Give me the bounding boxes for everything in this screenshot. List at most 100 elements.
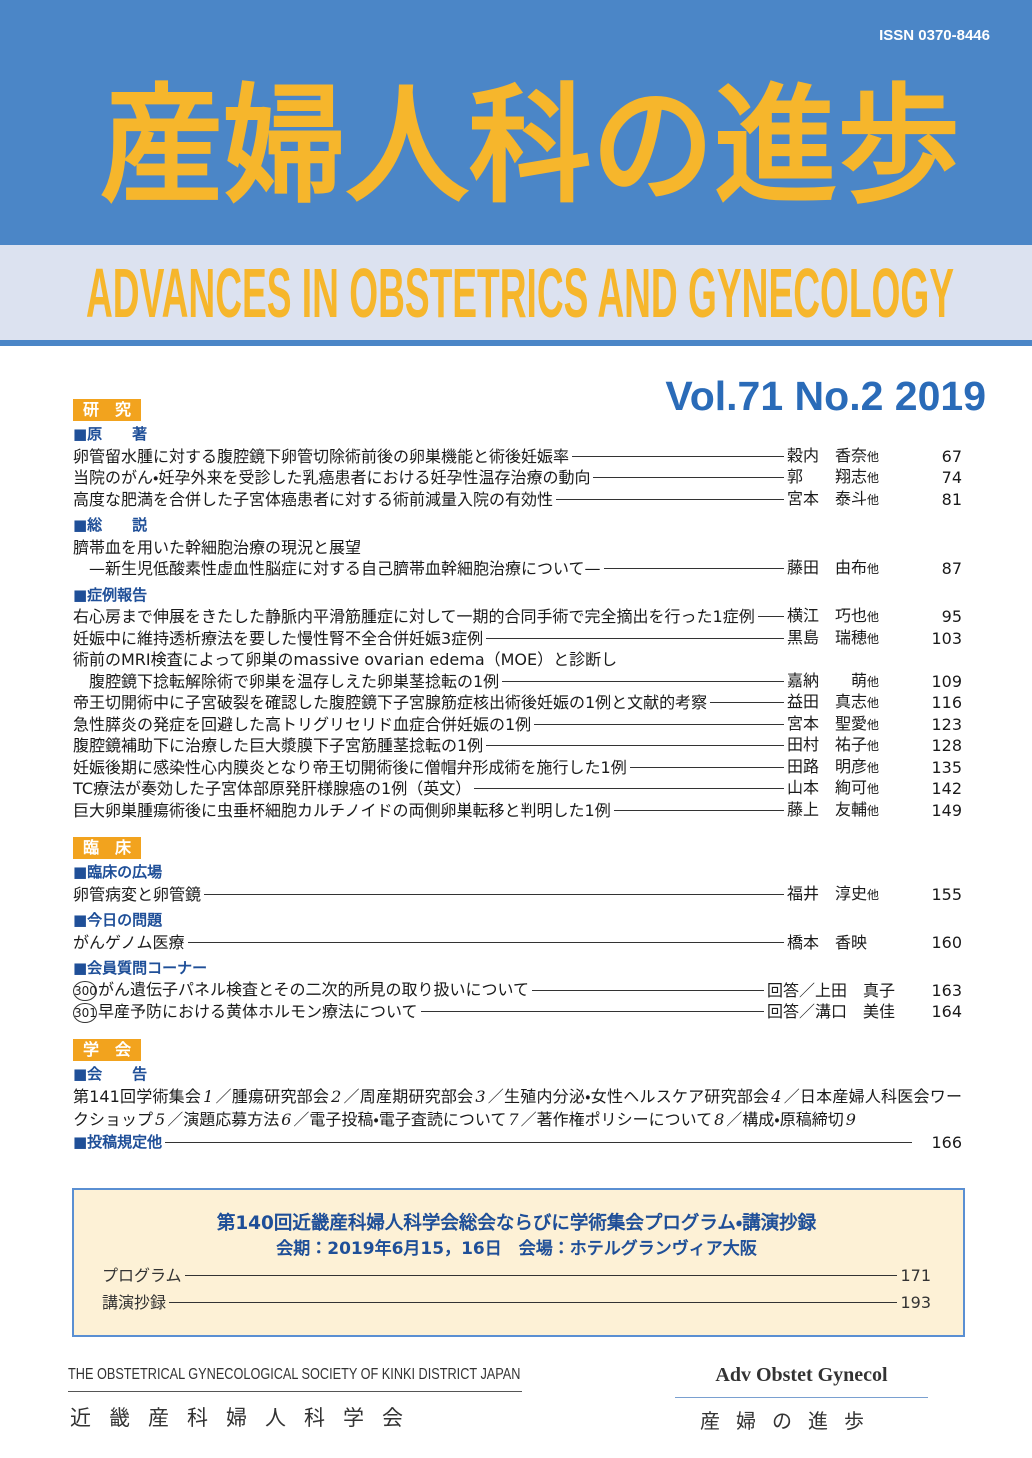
author: 横江 巧也他 [787, 605, 895, 629]
author: 益田 真志他 [787, 691, 895, 715]
author: 回答／溝口 美佳 [767, 1001, 895, 1023]
subsection-label: ■会 告 [73, 1064, 148, 1083]
subsection: ■原 著卵管留水腫に対する腹腔鏡下卵管切除術前後の卵巣機能と術後妊娠率 穀内 香奈… [73, 424, 962, 510]
notice-number: 5 [155, 1110, 166, 1129]
leader [169, 1302, 898, 1303]
entry-row: 急性膵炎の発症を回避した高トリグリセリド血症合併妊娠の1例 宮本 聖愛他 123 [73, 714, 962, 736]
leader [474, 788, 784, 790]
section: 学 会 ■会 告第141回学術集会 1 ／腫瘍研究部会 2 ／周産期研究部会 3 ／生殖内分泌… [73, 1038, 962, 1154]
author-name: 藤田 由布 [787, 558, 868, 577]
author-suffix: 他 [867, 760, 880, 775]
author-suffix: 他 [867, 803, 880, 818]
author-suffix: 他 [867, 562, 880, 576]
author-name: 橋本 香映 [787, 932, 868, 952]
entry-title: —新生児低酸素性虚血性脳症に対する自己臍帯血幹細胞治療について— [89, 558, 601, 580]
program-title: プログラム [102, 1266, 182, 1285]
page-number: 67 [941, 446, 962, 466]
cover-header: ISSN 0370-8446 産婦人科の進歩 ADVANCES IN OBSTE… [0, 0, 1032, 419]
entry-row: 腹腔鏡下捻転解除術で卵巣を温存しえた卵巣茎捻転の1例 嘉納 萌他 109 [73, 671, 962, 693]
author: 橋本 香映 [787, 932, 895, 954]
entry-title: 巨大卵巣腫瘍術後に虫垂杯細胞カルチノイドの両側卵巣転移と判明した1例 [73, 800, 611, 822]
leader [556, 498, 784, 500]
entry-title-text: 早産予防における黄体ホルモン療法について [98, 1001, 418, 1021]
society-en: THE OBSTETRICAL GYNECOLOGICAL SOCIETY OF… [68, 1366, 521, 1383]
entry-title: TC療法が奏効した子宮体部原発肝様腺癌の1例（英文） [73, 778, 471, 800]
leader [534, 723, 784, 725]
entry-row: TC療法が奏効した子宮体部原発肝様腺癌の1例（英文） 山本 絢可他 142 [73, 778, 962, 800]
page-number: 81 [941, 489, 962, 509]
author: 回答／上田 真子 [767, 980, 895, 1002]
author: 山本 絢可他 [787, 777, 895, 801]
notice-number: 6 [281, 1110, 292, 1129]
program-row: プログラム 171 [102, 1262, 931, 1289]
section: 研 究 ■原 著卵管留水腫に対する腹腔鏡下卵管切除術前後の卵巣機能と術後妊娠率 穀内… [73, 399, 962, 821]
program-box: 第140回近畿産科婦人科学会総会ならびに学術集会プログラム・講演抄録 会期：20… [72, 1188, 965, 1337]
entry-row: がんゲノム医療 橋本 香映 160 [73, 932, 962, 954]
subsection-label: ■臨床の広場 [73, 863, 163, 881]
page-number: 160 [931, 932, 962, 952]
entry-title-text: 妊娠中に維持透析療法を要した慢性腎不全合併妊娠3症例 [73, 628, 484, 648]
author-suffix: 他 [867, 631, 880, 646]
entry-title-text: 急性膵炎の発症を回避した高トリグリセリド血症合併妊娠の1例 [73, 714, 532, 734]
entry-title: 高度な肥満を合併した子宮体癌患者に対する術前減量入院の有効性 [73, 489, 553, 511]
entry-line: 術前のMRI検査によって卵巣のmassive ovarian edema（MOE… [73, 649, 962, 671]
page-number: 166 [931, 1133, 962, 1153]
notice-number: 4 [771, 1087, 782, 1106]
author-suffix: 他 [867, 471, 880, 485]
entry-row: 当院のがん・妊孕外来を受診した乳癌患者における妊孕性温存治療の動向 郭 翔志他 74 [73, 467, 962, 489]
page-number: 142 [931, 779, 962, 798]
author-name: 藤上 友輔 [787, 799, 868, 819]
entry-row: 腹腔鏡補助下に治療した巨大漿膜下子宮筋腫茎捻転の1例 田村 祐子他 128 [73, 735, 962, 757]
notice-text: ／生殖内分泌・女性ヘルスケア研究部会 [487, 1087, 770, 1106]
author-name: 黒島 瑞穂 [787, 627, 868, 647]
issue: Vol.71 No.2 2019 [665, 373, 986, 419]
entry-row: 卵管病変と卵管鏡 福井 淳史他 155 [73, 884, 962, 906]
notice-text: ／腫瘍研究部会 [215, 1087, 330, 1106]
page-number: 193 [900, 1293, 931, 1312]
entry-title: 腹腔鏡下捻転解除術で卵巣を温存しえた卵巣茎捻転の1例 [89, 671, 499, 693]
notice-number: 1 [203, 1087, 214, 1106]
leader [532, 989, 764, 991]
section-label: 学 会 [73, 1038, 141, 1061]
subsection-label: ■症例報告 [73, 585, 148, 604]
entry-title: 卵管病変と卵管鏡 [73, 884, 201, 906]
page-number: 163 [931, 980, 962, 1000]
notices: 第141回学術集会 1 ／腫瘍研究部会 2 ／周産期研究部会 3 ／生殖内分泌・女性ヘルスケ… [73, 1085, 962, 1131]
notice-text: ／構成・原稿締切 [726, 1110, 844, 1129]
section-label: 臨 床 [73, 837, 141, 859]
author: 藤上 友輔他 [787, 799, 895, 823]
entry-title: 卵管留水腫に対する腹腔鏡下卵管切除術前後の卵巣機能と術後妊娠率 [73, 446, 569, 468]
title-band [0, 0, 1032, 245]
entry-title-text: 高度な肥満を合併した子宮体癌患者に対する術前減量入院の有効性 [73, 489, 554, 509]
author-suffix: 他 [867, 717, 880, 732]
entry-title: 術前のMRI検査によって卵巣のmassive ovarian edema（MOE… [73, 650, 617, 669]
author-suffix: 他 [867, 887, 880, 902]
author-name: 宮本 泰斗 [787, 488, 868, 508]
notice-number: 7 [508, 1110, 519, 1129]
question-number: 300 [73, 981, 97, 1002]
author: 藤田 由布他 [787, 557, 895, 581]
entry-title: 300がん遺伝子パネル検査とその二次的所見の取り扱いについて [73, 979, 529, 1002]
leader [420, 1011, 764, 1013]
author: 田村 祐子他 [787, 734, 895, 758]
society-ja: 近畿産科婦人科学会 [70, 1406, 421, 1430]
subtitle-band [0, 245, 1032, 340]
page-number: 87 [941, 559, 962, 578]
entry-title: 腹腔鏡補助下に治療した巨大漿膜下子宮筋腫茎捻転の1例 [73, 735, 483, 757]
entry-title-text: 帝王切開術中に子宮破裂を確認した腹腔鏡下子宮腺筋症核出術後妊娠の1例と文献的考察 [73, 693, 708, 712]
entry-title: 妊娠中に維持透析療法を要した慢性腎不全合併妊娠3症例 [73, 628, 483, 650]
author-name: 郭 翔志 [787, 467, 868, 486]
page-number: 155 [931, 884, 962, 904]
author: 田路 明彦他 [787, 756, 895, 780]
subsection: ■総 説臍帯血を用いた幹細胞治療の現況と展望 —新生児低酸素性虚血性脳症に対する自… [73, 515, 962, 580]
author-name: 穀内 香奈 [787, 445, 868, 465]
leader [502, 680, 784, 682]
leader [165, 1142, 912, 1144]
subsection-label: ■原 著 [73, 425, 148, 443]
subsection-label: ■投稿規定他 [73, 1133, 163, 1151]
entry-row: 帝王切開術中に子宮破裂を確認した腹腔鏡下子宮腺筋症核出術後妊娠の1例と文献的考察… [73, 692, 962, 714]
leader [572, 455, 784, 457]
author-name: 益田 真志 [787, 692, 868, 711]
page-number: 74 [941, 468, 962, 487]
entry-title: 妊娠後期に感染性心内膜炎となり帝王切開術後に僧帽弁形成術を施行した1例 [73, 757, 627, 779]
